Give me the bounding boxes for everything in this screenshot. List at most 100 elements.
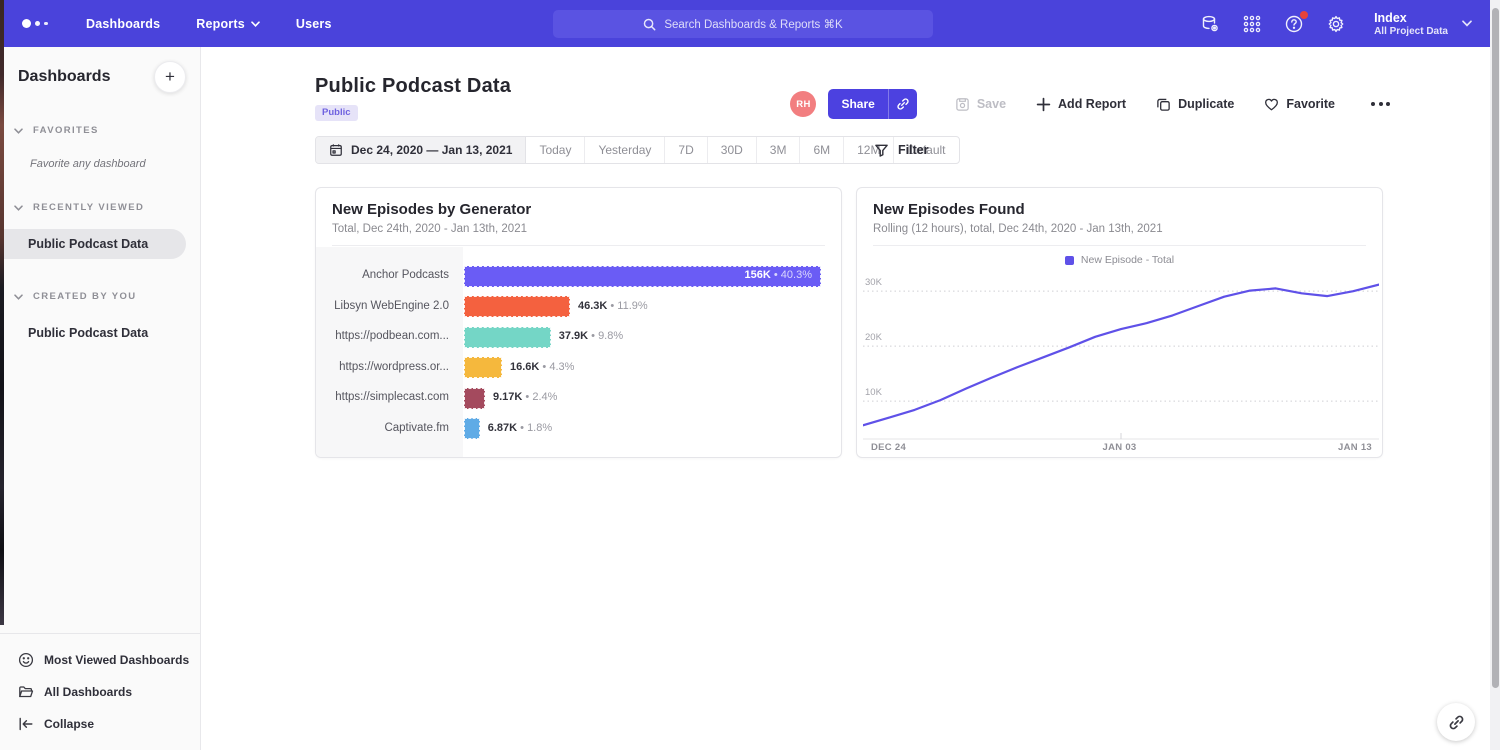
filter-button[interactable]: Filter (874, 136, 929, 164)
date-range-toolbar: Dec 24, 2020 — Jan 13, 2021 TodayYesterd… (315, 136, 960, 164)
all-dashboards-label: All Dashboards (44, 685, 132, 699)
section-favorites[interactable]: FAVORITES (0, 125, 200, 136)
dashboard-actions: RH Share Save Add Report Duplicate Favor… (790, 89, 1390, 119)
filter-icon (874, 143, 889, 158)
preset-30d[interactable]: 30D (708, 137, 757, 163)
bar-value-label: 16.6K • 4.3% (510, 361, 574, 373)
bar[interactable] (464, 418, 480, 439)
section-created-by-you[interactable]: CREATED BY YOU (0, 291, 200, 302)
card-title: New Episodes Found (873, 201, 1366, 218)
bar-category-label: https://wordpress.or... (316, 353, 463, 384)
bar-category-label: https://podbean.com... (316, 322, 463, 353)
favorite-button[interactable]: Favorite (1264, 97, 1335, 112)
date-range-value: Dec 24, 2020 — Jan 13, 2021 (351, 143, 512, 157)
bar-value-label: 9.17K • 2.4% (493, 391, 557, 403)
bar-chart[interactable]: Anchor Podcasts156K • 40.3%Libsyn WebEng… (316, 247, 841, 457)
save-label: Save (977, 97, 1006, 111)
save-button[interactable]: Save (955, 97, 1006, 112)
duplicate-button[interactable]: Duplicate (1156, 97, 1234, 112)
bar-value-label: 6.87K • 1.8% (488, 422, 552, 434)
share-button[interactable]: Share (828, 89, 888, 119)
bar-track: 6.87K • 1.8% (463, 414, 841, 445)
main-content: Public Podcast Data Public RH Share Save… (202, 47, 1490, 750)
preset-yesterday[interactable]: Yesterday (585, 137, 665, 163)
line-chart[interactable]: 10K20K30K (863, 268, 1379, 440)
top-nav: Dashboards Reports Users Search Dashboar… (0, 0, 1490, 47)
nav-item-users-label: Users (296, 17, 332, 31)
smiley-icon (18, 652, 34, 668)
preset-today[interactable]: Today (526, 137, 585, 163)
collapse-sidebar-button[interactable]: Collapse (18, 708, 200, 740)
sidebar-title: Dashboards (18, 68, 110, 86)
workspace-switcher[interactable]: Index All Project Data (1374, 10, 1472, 38)
link-icon (896, 97, 910, 111)
share-label: Share (841, 97, 874, 111)
card-subtitle: Rolling (12 hours), total, Dec 24th, 202… (873, 223, 1366, 235)
chevron-down-icon (251, 21, 260, 27)
bar-track: 16.6K • 4.3% (463, 353, 841, 384)
nav-item-reports-label: Reports (196, 17, 245, 31)
add-dashboard-button[interactable]: + (154, 61, 186, 93)
bar-category-label: Captivate.fm (316, 414, 463, 445)
all-dashboards-button[interactable]: All Dashboards (18, 676, 200, 708)
filter-label: Filter (898, 143, 929, 157)
avatar-initials: RH (796, 99, 810, 110)
share-link-fab[interactable] (1437, 703, 1475, 741)
nav-item-users[interactable]: Users (296, 17, 332, 31)
more-options-button[interactable] (1371, 102, 1390, 106)
help-icon[interactable] (1284, 14, 1304, 34)
section-recently-viewed[interactable]: RECENTLY VIEWED (0, 202, 200, 213)
bar-category-label: https://simplecast.com (316, 383, 463, 414)
apps-grid-icon[interactable] (1242, 14, 1262, 34)
most-viewed-dashboards-button[interactable]: Most Viewed Dashboards (18, 644, 200, 676)
plus-icon (1036, 97, 1051, 112)
brand-logo-icon[interactable] (22, 19, 62, 28)
share-link-button[interactable] (889, 89, 917, 119)
bar[interactable] (464, 327, 551, 348)
preset-6m[interactable]: 6M (800, 137, 844, 163)
link-icon (1448, 714, 1465, 731)
add-report-button[interactable]: Add Report (1036, 97, 1126, 112)
scrollbar-thumb[interactable] (1492, 8, 1499, 688)
add-report-label: Add Report (1058, 97, 1126, 111)
collapse-label: Collapse (44, 717, 94, 731)
date-range-picker[interactable]: Dec 24, 2020 — Jan 13, 2021 (316, 137, 526, 163)
bar-category-label: Anchor Podcasts (316, 261, 463, 292)
data-source-icon[interactable] (1200, 14, 1220, 34)
y-tick-label: 20K (865, 332, 883, 343)
card-subtitle: Total, Dec 24th, 2020 - Jan 13th, 2021 (332, 223, 825, 235)
bar-row: https://podbean.com...37.9K • 9.8% (316, 322, 841, 353)
x-axis-labels: DEC 24 JAN 03 JAN 13 (857, 442, 1382, 456)
sidebar: Dashboards + FAVORITES Favorite any dash… (0, 47, 201, 750)
bar[interactable] (464, 357, 502, 378)
x-tick-label: JAN 13 (1338, 442, 1372, 453)
legend-label: New Episode - Total (1081, 254, 1174, 266)
bar-row: https://wordpress.or... 16.6K • 4.3% (316, 353, 841, 384)
save-icon (955, 97, 970, 112)
preset-3m[interactable]: 3M (757, 137, 801, 163)
sidebar-item-public-podcast-data-created[interactable]: Public Podcast Data (0, 318, 200, 348)
bar-row: Libsyn WebEngine 2.046.3K • 11.9% (316, 292, 841, 323)
gear-icon[interactable] (1326, 14, 1346, 34)
nav-item-reports[interactable]: Reports (196, 17, 260, 31)
bar-row: Captivate.fm 6.87K • 1.8% (316, 414, 841, 445)
search-input[interactable]: Search Dashboards & Reports ⌘K (553, 10, 933, 38)
favorite-label: Favorite (1286, 97, 1335, 111)
bar[interactable] (464, 296, 570, 317)
bar[interactable] (464, 388, 485, 409)
line-series[interactable] (863, 285, 1379, 426)
bar-row: https://simplecast.com 9.17K • 2.4% (316, 383, 841, 414)
sidebar-item-label: Public Podcast Data (28, 237, 148, 251)
chevron-down-icon (14, 128, 23, 134)
chevron-down-icon (1462, 20, 1472, 27)
plus-icon: + (165, 67, 175, 87)
avatar[interactable]: RH (790, 91, 816, 117)
page-title: Public Podcast Data (315, 75, 511, 98)
sidebar-item-public-podcast-data-recent[interactable]: Public Podcast Data (0, 229, 186, 259)
chevron-down-icon (14, 205, 23, 211)
nav-item-dashboards[interactable]: Dashboards (86, 17, 160, 31)
background-window-sliver (0, 0, 4, 625)
page-scrollbar[interactable] (1490, 0, 1500, 750)
card-new-episodes-by-generator: New Episodes by Generator Total, Dec 24t… (315, 187, 842, 458)
preset-7d[interactable]: 7D (665, 137, 707, 163)
